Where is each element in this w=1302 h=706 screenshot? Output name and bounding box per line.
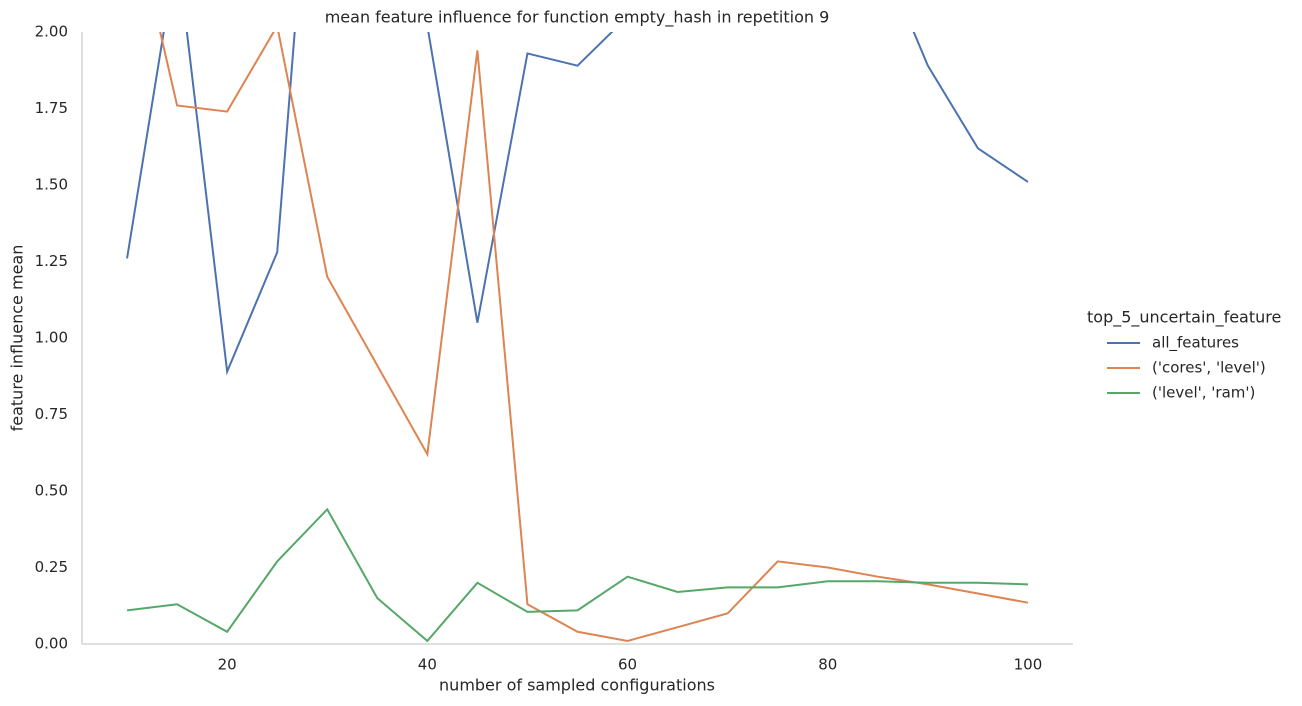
x-tick-label: 100 xyxy=(1014,656,1043,674)
x-tick-label: 20 xyxy=(218,656,237,674)
x-tick-label: 60 xyxy=(618,656,637,674)
legend-title: top_5_uncertain_feature xyxy=(1087,308,1281,328)
line-series xyxy=(126,507,1028,643)
y-tick-label: 0.25 xyxy=(35,558,68,576)
x-tick-label: 40 xyxy=(418,656,437,674)
y-tick-label: 1.00 xyxy=(35,329,68,347)
x-axis-title: number of sampled configurations xyxy=(439,676,715,695)
y-tick-label: 0.50 xyxy=(35,482,68,500)
line-series xyxy=(159,32,1029,642)
chart-title: mean feature influence for function empt… xyxy=(325,8,830,28)
line-series xyxy=(126,32,1029,376)
legend-label: ('cores', 'level') xyxy=(1152,359,1266,377)
y-tick-label: 0.75 xyxy=(35,405,68,423)
y-tick-label: 1.75 xyxy=(35,99,68,117)
legend-label: ('level', 'ram') xyxy=(1152,384,1255,402)
y-tick-label: 1.25 xyxy=(35,252,68,270)
y-axis-title: feature influence mean xyxy=(8,245,27,432)
y-tick-label: 2.00 xyxy=(35,23,68,41)
y-tick-label: 0.00 xyxy=(35,635,68,653)
legend-label: all_features xyxy=(1152,334,1239,353)
x-tick-label: 80 xyxy=(818,656,837,674)
y-tick-label: 1.50 xyxy=(35,176,68,194)
